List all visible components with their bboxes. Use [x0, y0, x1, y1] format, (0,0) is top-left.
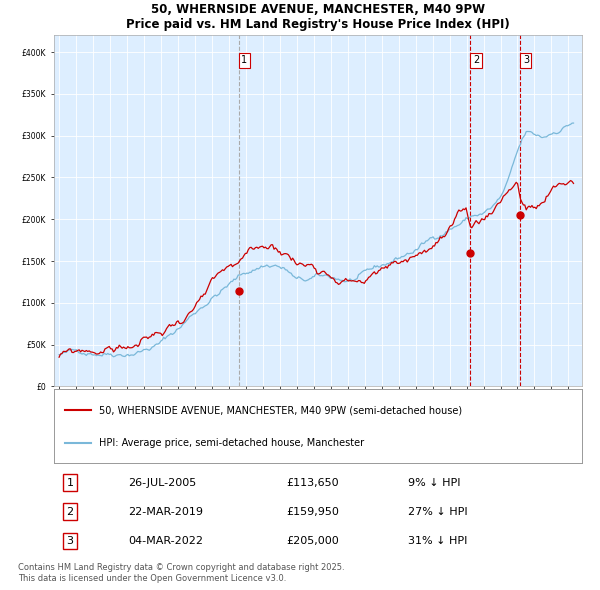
Text: 1: 1 — [241, 55, 247, 65]
Text: 27% ↓ HPI: 27% ↓ HPI — [408, 507, 467, 517]
Text: HPI: Average price, semi-detached house, Manchester: HPI: Average price, semi-detached house,… — [99, 438, 364, 447]
Text: £205,000: £205,000 — [286, 536, 339, 546]
Text: 3: 3 — [67, 536, 73, 546]
Text: 22-MAR-2019: 22-MAR-2019 — [128, 507, 203, 517]
Text: 9% ↓ HPI: 9% ↓ HPI — [408, 477, 460, 487]
Text: Contains HM Land Registry data © Crown copyright and database right 2025.
This d: Contains HM Land Registry data © Crown c… — [18, 563, 344, 582]
Text: 2: 2 — [473, 55, 479, 65]
Text: £113,650: £113,650 — [286, 477, 339, 487]
Text: £159,950: £159,950 — [286, 507, 339, 517]
Text: 04-MAR-2022: 04-MAR-2022 — [128, 536, 203, 546]
Text: 31% ↓ HPI: 31% ↓ HPI — [408, 536, 467, 546]
Text: 3: 3 — [523, 55, 529, 65]
Text: 26-JUL-2005: 26-JUL-2005 — [128, 477, 196, 487]
Text: 2: 2 — [66, 507, 73, 517]
Title: 50, WHERNSIDE AVENUE, MANCHESTER, M40 9PW
Price paid vs. HM Land Registry's Hous: 50, WHERNSIDE AVENUE, MANCHESTER, M40 9P… — [126, 4, 510, 31]
Text: 1: 1 — [67, 477, 73, 487]
Text: 50, WHERNSIDE AVENUE, MANCHESTER, M40 9PW (semi-detached house): 50, WHERNSIDE AVENUE, MANCHESTER, M40 9P… — [99, 405, 462, 415]
